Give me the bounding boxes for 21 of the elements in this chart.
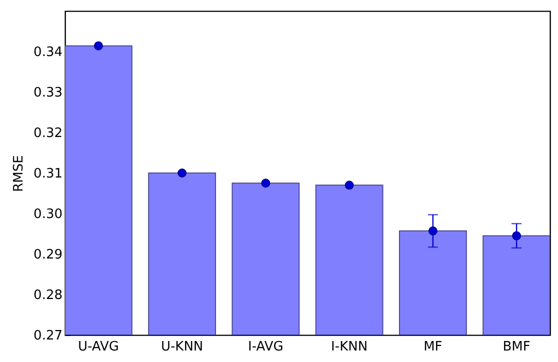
y-tick-label: 0.34 xyxy=(34,45,62,60)
y-tick-label: 0.28 xyxy=(34,288,62,303)
y-axis-title: RMSE xyxy=(12,155,27,192)
y-tick-label: 0.33 xyxy=(34,86,62,100)
point xyxy=(512,231,522,240)
point xyxy=(94,41,103,50)
point xyxy=(261,178,270,188)
x-tick-label: U-KNN xyxy=(160,340,204,354)
point xyxy=(178,168,187,178)
x-tick-label: U-AVG xyxy=(78,340,119,354)
y-tick-label: 0.27 xyxy=(34,328,62,344)
y-tick-label: 0.31 xyxy=(34,166,62,182)
y-tick-label: 0.29 xyxy=(34,248,62,262)
x-tick-label: BMF xyxy=(502,340,530,354)
x-tick-label: MF xyxy=(424,340,442,354)
x-tick-label: I-KNN xyxy=(331,340,368,354)
x-tick-label: I-AVG xyxy=(248,340,284,354)
point xyxy=(344,180,354,190)
y-tick-label: 0.32 xyxy=(34,126,62,141)
y-tick-label: 0.30 xyxy=(34,207,62,222)
point xyxy=(428,226,438,236)
